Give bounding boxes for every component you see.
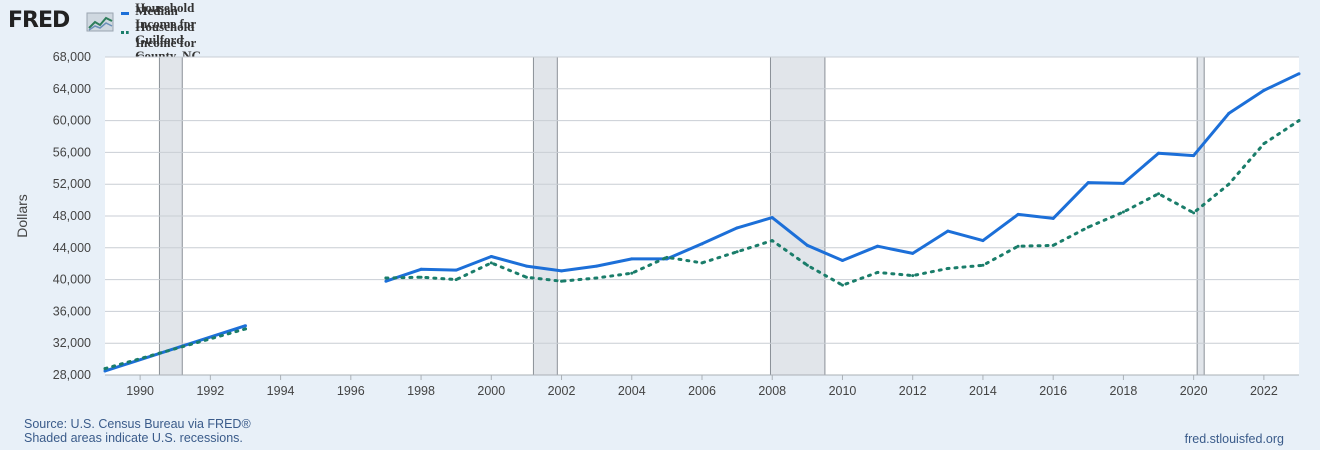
y-tick-label: 36,000 (53, 304, 91, 318)
y-tick-label: 68,000 (53, 50, 91, 64)
x-tick-label: 2000 (477, 384, 505, 398)
y-tick-label: 60,000 (53, 114, 91, 128)
source-note: Source: U.S. Census Bureau via FRED® (24, 417, 251, 431)
data-point-0 (840, 259, 844, 263)
data-point-0 (911, 251, 915, 255)
data-point-0 (770, 216, 774, 220)
data-point-1 (665, 255, 669, 259)
y-tick-label: 40,000 (53, 273, 91, 287)
data-point-1 (805, 263, 809, 267)
y-tick-label: 52,000 (53, 177, 91, 191)
fred-logo[interactable]: FRED (8, 8, 118, 38)
data-point-0 (454, 268, 458, 272)
data-point-1 (700, 261, 704, 265)
data-point-1 (876, 270, 880, 274)
data-point-1 (630, 271, 634, 275)
data-point-0 (419, 267, 423, 271)
x-tick-label: 2014 (969, 384, 997, 398)
data-point-1 (981, 263, 985, 267)
data-point-1 (1051, 243, 1055, 247)
x-tick-label: 2012 (899, 384, 927, 398)
data-point-1 (454, 278, 458, 282)
data-point-0 (1192, 154, 1196, 158)
y-axis-label: Dollars (14, 194, 30, 238)
data-point-1 (946, 266, 950, 270)
data-point-0 (595, 264, 599, 268)
data-point-1 (384, 276, 388, 280)
y-tick-label: 28,000 (53, 368, 91, 382)
y-tick-label: 32,000 (53, 336, 91, 350)
data-point-1 (524, 275, 528, 279)
data-point-0 (243, 324, 247, 328)
y-tick-label: 44,000 (53, 241, 91, 255)
data-point-1 (1192, 211, 1196, 215)
x-tick-label: 1994 (267, 384, 295, 398)
series-line-1 (384, 119, 1301, 287)
data-point-0 (1262, 88, 1266, 92)
data-point-0 (524, 264, 528, 268)
data-point-1 (1121, 210, 1125, 214)
data-point-1 (1016, 244, 1020, 248)
fred-logo-text: FRED (8, 8, 70, 33)
x-tick-label: 1996 (337, 384, 365, 398)
data-point-1 (1157, 192, 1161, 196)
line-chart[interactable]: 28,000 32,000 36,000 40,000 44,000 48,000 52,0… (0, 0, 1320, 405)
data-point-0 (981, 239, 985, 243)
data-point-1 (103, 367, 107, 371)
x-tick-label: 2008 (758, 384, 786, 398)
legend-swatch-dotted (121, 31, 130, 38)
footer-notes: Source: U.S. Census Bureau via FRED® Sha… (24, 417, 251, 445)
x-tick-label: 2002 (548, 384, 576, 398)
data-point-1 (243, 327, 247, 331)
data-point-0 (1016, 212, 1020, 216)
data-point-1 (1086, 225, 1090, 229)
y-tick-label: 64,000 (53, 82, 91, 96)
x-tick-label: 1998 (407, 384, 435, 398)
data-point-1 (1227, 182, 1231, 186)
data-point-0 (805, 243, 809, 247)
data-point-0 (630, 257, 634, 261)
x-tick-label: 2010 (829, 384, 857, 398)
data-point-0 (103, 369, 107, 373)
x-tick-label: 2006 (688, 384, 716, 398)
data-point-0 (700, 242, 704, 246)
x-tick-label: 2016 (1039, 384, 1067, 398)
data-point-0 (1227, 111, 1231, 115)
x-tick-label: 1992 (196, 384, 224, 398)
data-point-1 (735, 250, 739, 254)
data-point-0 (1121, 181, 1125, 185)
data-point-1 (419, 275, 423, 279)
data-point-0 (1297, 72, 1301, 76)
data-point-1 (560, 279, 564, 283)
data-point-1 (770, 239, 774, 243)
y-tick-label: 56,000 (53, 145, 91, 159)
data-point-1 (840, 283, 844, 287)
data-point-0 (1157, 151, 1161, 155)
y-tick-label: 48,000 (53, 209, 91, 223)
x-tick-label: 2018 (1110, 384, 1138, 398)
recession-note: Shaded areas indicate U.S. recessions. (24, 431, 243, 445)
x-tick-label: 2022 (1250, 384, 1278, 398)
fred-logo-chart-icon (86, 12, 114, 32)
data-point-0 (1051, 216, 1055, 220)
data-point-1 (911, 274, 915, 278)
x-tick-label: 2020 (1180, 384, 1208, 398)
data-point-1 (595, 276, 599, 280)
legend-swatch-solid (121, 12, 130, 19)
data-point-0 (489, 255, 493, 259)
data-point-0 (1086, 181, 1090, 185)
data-point-0 (946, 229, 950, 233)
x-tick-label: 2004 (618, 384, 646, 398)
data-point-1 (1297, 119, 1301, 123)
data-point-0 (735, 226, 739, 230)
x-tick-label: 1990 (126, 384, 154, 398)
fred-url[interactable]: fred.stlouisfed.org (1184, 432, 1284, 446)
data-point-0 (560, 269, 564, 273)
data-point-0 (384, 279, 388, 283)
data-point-0 (876, 244, 880, 248)
data-point-1 (1262, 142, 1266, 146)
series-line-1 (103, 327, 247, 371)
data-point-1 (489, 261, 493, 265)
